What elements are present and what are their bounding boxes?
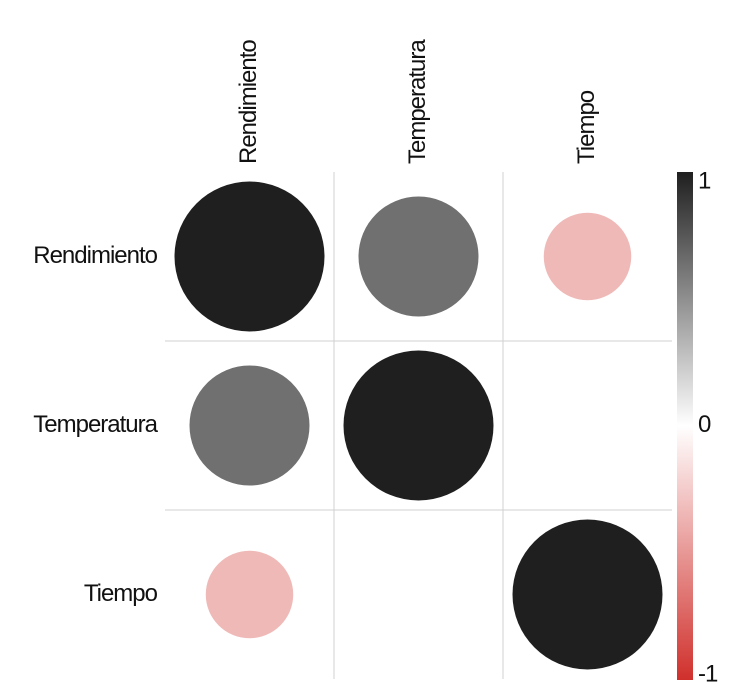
row-label: Tiempo (84, 580, 158, 607)
column-label: Rendimiento (235, 40, 262, 164)
correlation-circle (343, 350, 494, 501)
colorbar-tick-label: 0 (698, 411, 711, 438)
column-label: Temperatura (404, 39, 431, 164)
correlation-circle (189, 365, 310, 486)
colorbar-tick-label: -1 (698, 660, 718, 687)
correlation-circle (174, 181, 325, 332)
colorbar-tick-label: 1 (698, 167, 711, 194)
correlation-circle (543, 212, 632, 301)
column-label: Tiempo (573, 90, 600, 164)
correlation-circle (205, 550, 294, 639)
colorbar (677, 172, 693, 680)
correlation-circle (358, 196, 479, 317)
row-label: Temperatura (33, 411, 158, 438)
row-label: Rendimiento (33, 242, 157, 269)
correlation-circle (512, 519, 663, 670)
